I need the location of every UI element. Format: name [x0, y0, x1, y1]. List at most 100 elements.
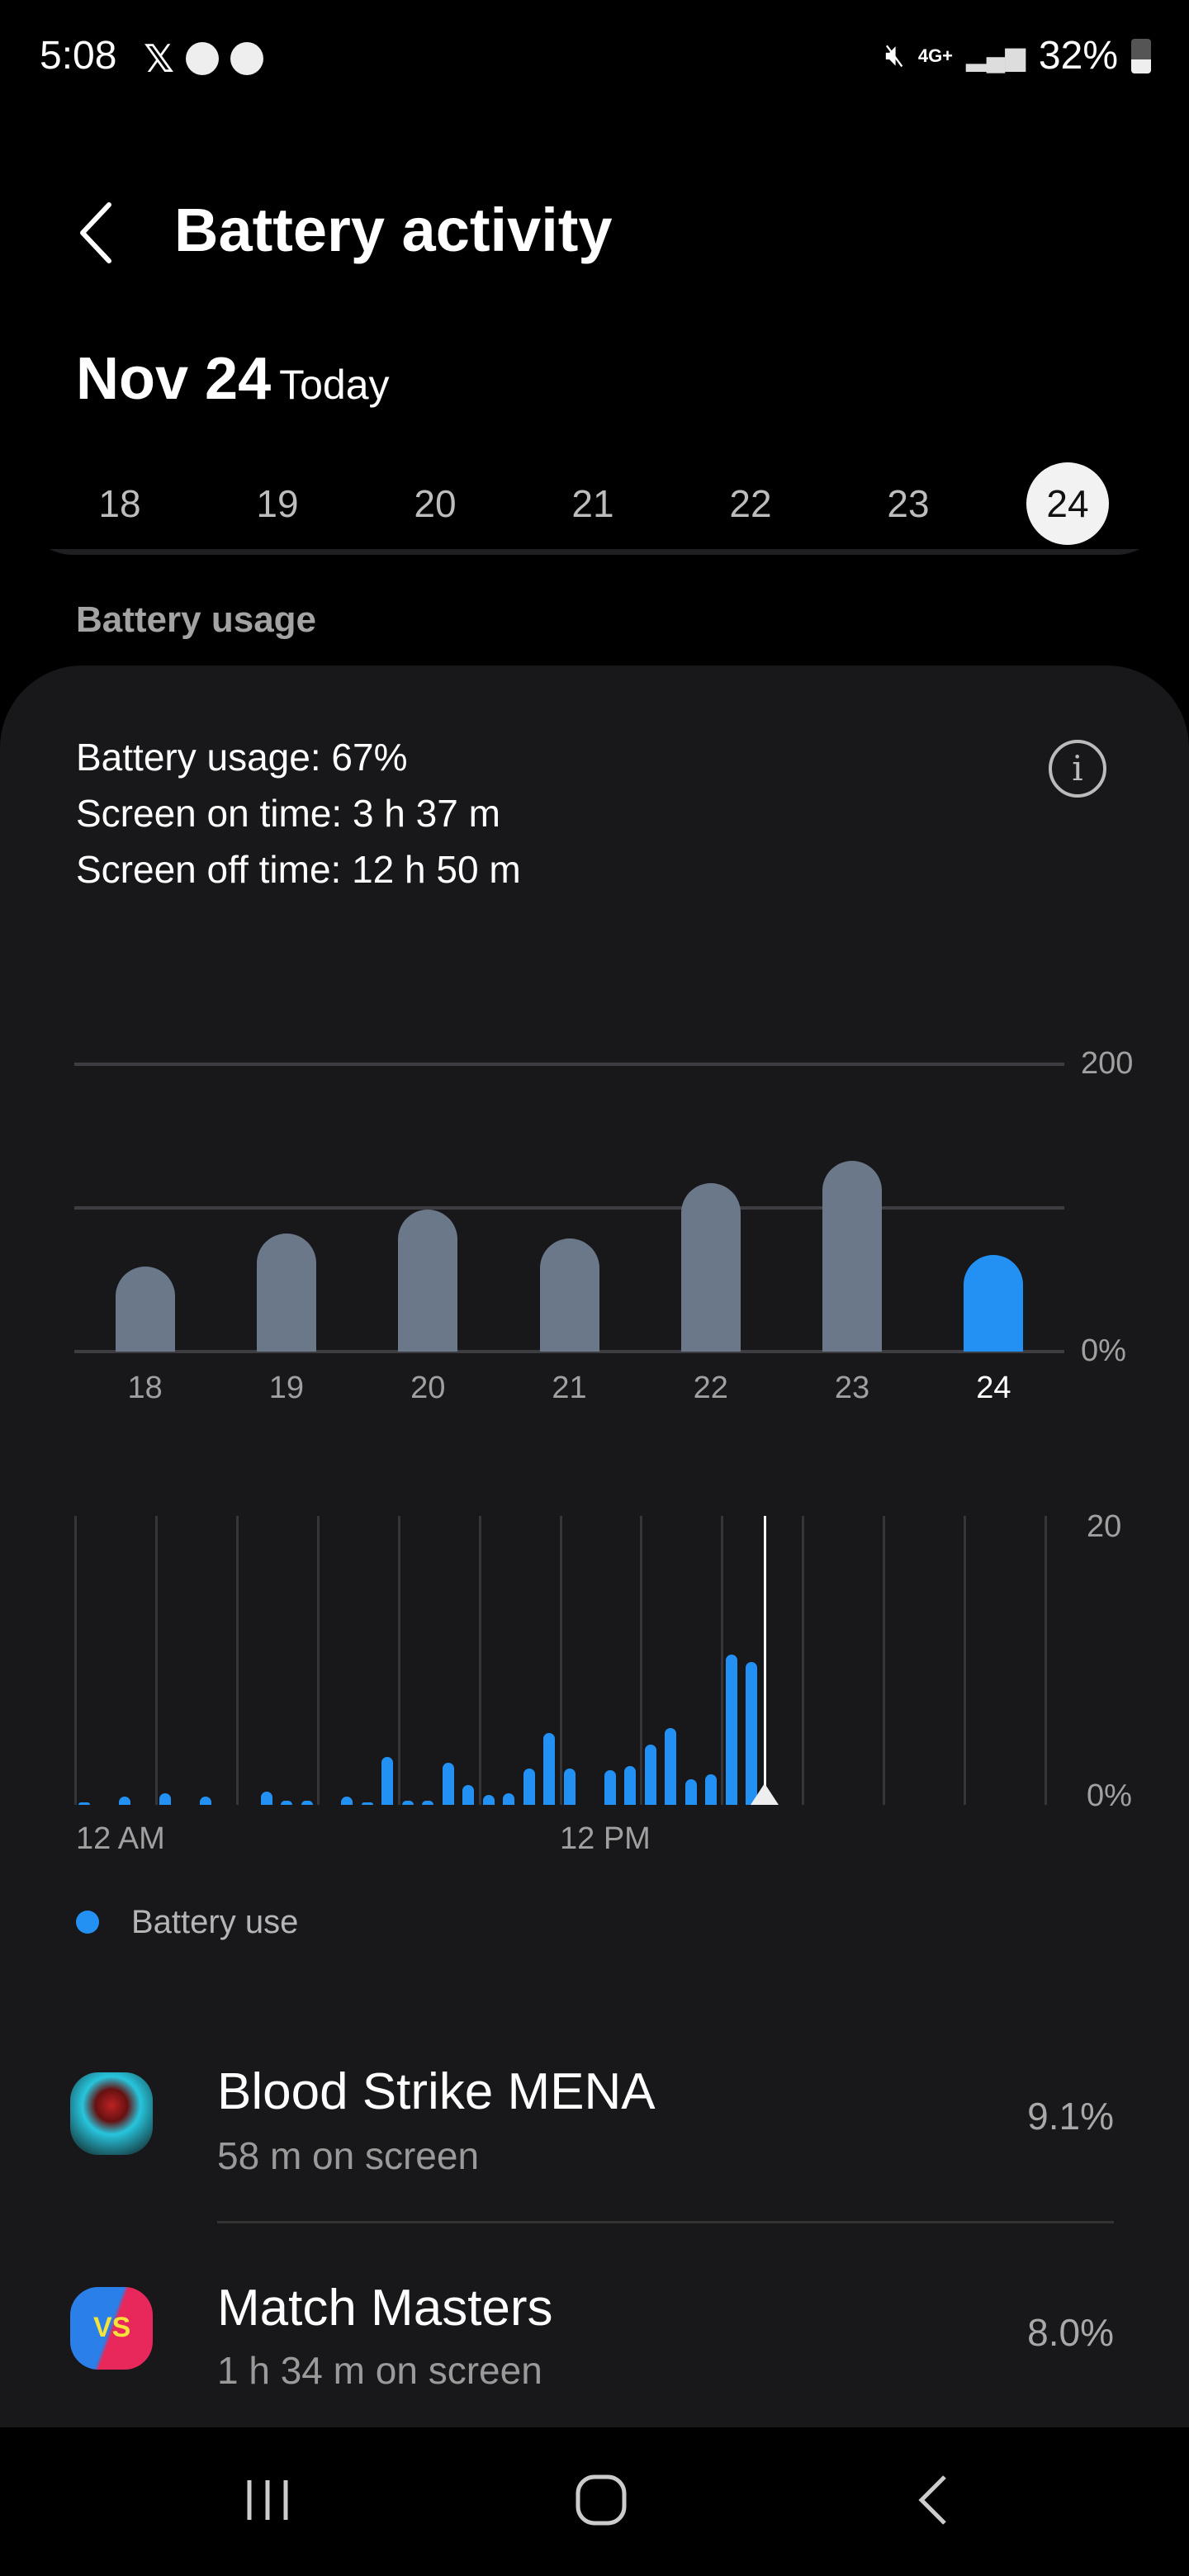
info-icon[interactable]: i	[1049, 740, 1106, 798]
battery-icon	[1131, 38, 1151, 73]
hour-gridline	[316, 1516, 320, 1805]
hour-gridline	[802, 1516, 805, 1805]
mute-icon: 🔇︎	[884, 38, 905, 73]
list-divider	[217, 2221, 1114, 2223]
hour-gridline	[397, 1516, 400, 1805]
hourly-bar	[624, 1765, 637, 1805]
day-19[interactable]: 19	[256, 482, 299, 525]
hour-gridline	[883, 1516, 886, 1805]
section-label: Battery usage	[76, 599, 317, 640]
back-nav-button[interactable]	[917, 2474, 950, 2526]
battery-percent: 32%	[1038, 34, 1118, 78]
y-tick-label: 20	[1087, 1509, 1122, 1544]
hourly-bar	[563, 1769, 576, 1805]
hourly-bar	[523, 1769, 535, 1805]
y-tick-label: 0%	[1081, 1333, 1126, 1368]
gridline	[74, 1063, 1064, 1066]
hour-gridline	[478, 1516, 481, 1805]
hourly-bar	[401, 1800, 414, 1805]
daily-bar-21	[539, 1238, 599, 1352]
hourly-bar	[260, 1792, 272, 1805]
vs-logo: VS	[93, 2312, 131, 2343]
hour-gridline	[235, 1516, 239, 1805]
battery-usage-text: Battery usage: 67%	[76, 736, 408, 779]
hourly-bar	[604, 1770, 616, 1805]
match-masters-app-icon[interactable]: VS	[70, 2287, 153, 2370]
app-screen-time: 1 h 34 m on screen	[217, 2349, 542, 2392]
hourly-bar	[543, 1732, 556, 1805]
hourly-bar	[281, 1800, 293, 1805]
x-tick-label: 12 AM	[76, 1821, 165, 1856]
hour-gridline	[1045, 1516, 1047, 1805]
app-percent: 8.0%	[1027, 2311, 1114, 2354]
hour-gridline	[559, 1516, 562, 1805]
day-20[interactable]: 20	[414, 482, 457, 525]
navigation-bar	[0, 2427, 1189, 2576]
hourly-bar	[422, 1800, 434, 1805]
hourly-bar	[442, 1763, 454, 1805]
hourly-bar	[462, 1784, 475, 1805]
hourly-bar	[119, 1796, 131, 1805]
day-22[interactable]: 22	[729, 482, 772, 525]
app-name[interactable]: Blood Strike MENA	[217, 2063, 656, 2120]
gridline	[74, 1350, 1064, 1353]
hour-gridline	[74, 1516, 77, 1805]
x-icon: 𝕏	[144, 37, 175, 80]
current-time-line	[763, 1516, 766, 1805]
date-heading: Nov 24 Today	[76, 345, 390, 413]
home-button[interactable]	[575, 2474, 628, 2526]
hourly-bar	[705, 1774, 718, 1805]
app-screen-time: 58 m on screen	[217, 2134, 480, 2177]
legend-dot	[76, 1911, 99, 1934]
y-tick-label: 200	[1081, 1046, 1134, 1081]
hourly-bar	[381, 1757, 394, 1805]
daily-usage-chart[interactable]: 200 0% 18 19 20 21 22 23 24	[0, 0, 1189, 1420]
x-tick-label: 21	[552, 1371, 587, 1405]
status-time: 5:08	[40, 34, 117, 78]
x-tick-label: 19	[268, 1371, 305, 1405]
recent-apps-button[interactable]	[243, 2477, 292, 2523]
today-label: Today	[279, 362, 390, 408]
x-tick-label: 20	[410, 1371, 446, 1405]
messenger-icon	[230, 42, 264, 75]
notification-icons: 𝕏	[144, 36, 264, 81]
app-name[interactable]: Match Masters	[217, 2280, 553, 2337]
hourly-bar	[685, 1778, 697, 1805]
hourly-usage-chart[interactable]: 20 0% 12 AM 12 PM	[0, 0, 1189, 1866]
screen-on-time: Screen on time: 3 h 37 m	[76, 792, 500, 835]
x-tick-label: 12 PM	[560, 1821, 651, 1856]
hourly-bar	[644, 1744, 656, 1805]
daily-bar-24	[964, 1255, 1024, 1352]
hourly-bar	[78, 1802, 91, 1805]
hourly-bar	[301, 1800, 313, 1805]
day-24-selected[interactable]: 24	[1026, 462, 1109, 545]
hour-gridline	[640, 1516, 643, 1805]
hour-gridline	[721, 1516, 724, 1805]
day-18[interactable]: 18	[98, 482, 141, 525]
daily-bar-22	[680, 1183, 741, 1352]
messenger-icon	[186, 42, 220, 75]
date-label: Nov 24	[76, 346, 272, 412]
hourly-bar	[503, 1793, 515, 1805]
status-bar: 5:08 𝕏 🔇︎ 4G+ ▂▄▆ 32%	[0, 0, 1189, 116]
hourly-bar	[200, 1796, 212, 1805]
x-tick-label: 18	[127, 1371, 163, 1405]
hourly-bar	[341, 1796, 353, 1805]
page-title: Battery activity	[174, 196, 613, 264]
screen-off-time: Screen off time: 12 h 50 m	[76, 848, 521, 891]
app-percent: 9.1%	[1027, 2095, 1114, 2138]
hour-gridline	[964, 1516, 967, 1805]
hourly-bar	[482, 1794, 495, 1805]
network-type: 4G+	[917, 45, 954, 66]
back-button[interactable]	[76, 200, 117, 266]
x-tick-label: 23	[834, 1371, 870, 1405]
hourly-bar	[725, 1655, 737, 1805]
y-tick-label: 0%	[1087, 1778, 1132, 1813]
header: Battery activity Nov 24 Today 18 19 20 21…	[0, 116, 1189, 549]
hourly-bar	[746, 1661, 758, 1805]
day-23[interactable]: 23	[887, 482, 930, 525]
current-time-marker	[750, 1783, 779, 1805]
blood-strike-app-icon[interactable]	[70, 2072, 153, 2155]
hourly-bar	[361, 1802, 373, 1805]
day-21[interactable]: 21	[571, 482, 614, 525]
